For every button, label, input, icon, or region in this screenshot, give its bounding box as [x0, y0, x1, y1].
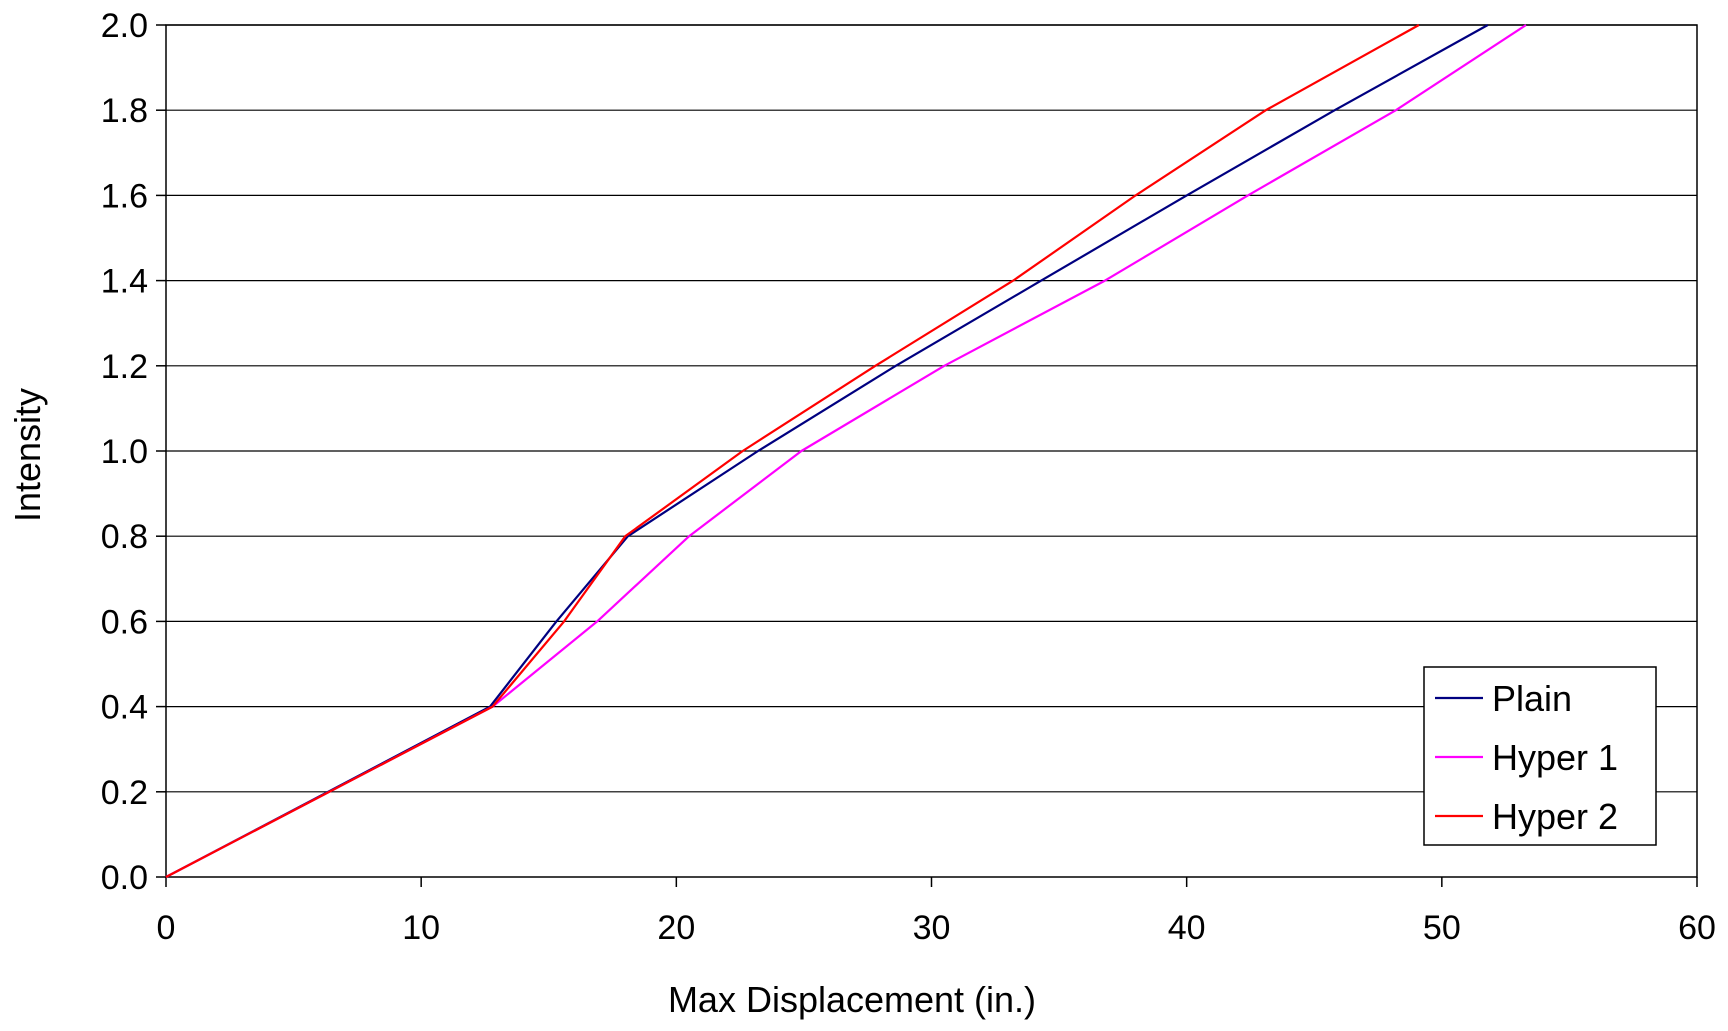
legend-label: Plain [1492, 678, 1572, 719]
y-tick-label: 1.4 [101, 263, 148, 301]
y-tick-label: 2.0 [101, 7, 148, 45]
y-tick-label: 0.8 [101, 518, 148, 556]
legend: Plain Hyper 1 Hyper 2 [1423, 666, 1657, 846]
x-tick-label: 30 [913, 909, 951, 947]
y-tick-label: 0.0 [101, 859, 148, 897]
x-tick-label: 20 [657, 909, 695, 947]
y-tick-label: 1.6 [101, 177, 148, 215]
x-axis-label: Max Displacement (in.) [668, 979, 1036, 1020]
series-line-hyper-2 [165, 24, 1420, 878]
series-line-hyper-1 [165, 24, 1527, 878]
series-lines [165, 24, 1527, 878]
x-tick-label: 60 [1678, 909, 1716, 947]
y-tick-label: 1.8 [101, 92, 148, 130]
y-tick-label: 0.6 [101, 603, 148, 641]
legend-label: Hyper 1 [1492, 737, 1618, 778]
axes [156, 24, 1698, 887]
x-tick-label: 10 [402, 909, 440, 947]
y-tick-label: 1.0 [101, 433, 148, 471]
y-tick-label: 0.4 [101, 689, 148, 727]
plot-area-border [165, 24, 1698, 878]
y-tick-label: 0.2 [101, 774, 148, 812]
y-axis-label: Intensity [7, 388, 48, 522]
series-line-plain [165, 24, 1489, 878]
y-tick-label: 1.2 [101, 348, 148, 386]
legend-label: Hyper 2 [1492, 796, 1618, 837]
x-tick-label: 50 [1423, 909, 1461, 947]
x-tick-label: 0 [157, 909, 176, 947]
tick-labels: 0.0 0.2 0.4 0.6 0.8 1.0 1.2 1.4 1.6 1.8 2.0 0 10 20 30… [101, 7, 1716, 947]
x-tick-label: 40 [1168, 909, 1206, 947]
